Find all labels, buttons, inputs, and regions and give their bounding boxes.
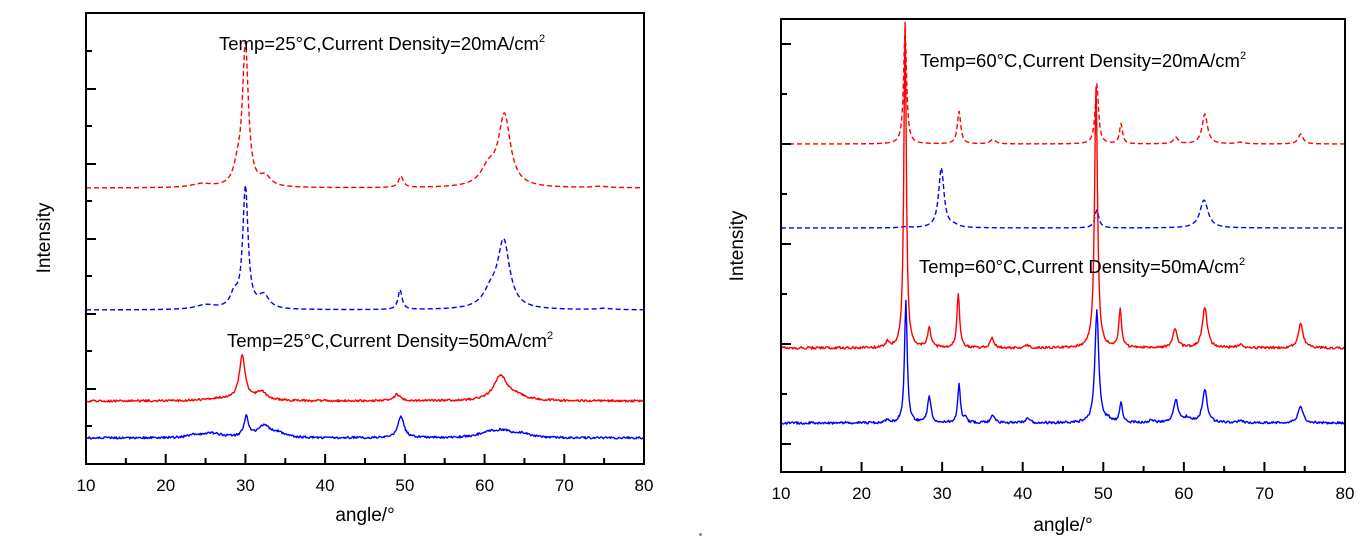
x-tick-label: 20 bbox=[156, 476, 175, 495]
right-plot-frame bbox=[780, 18, 1346, 473]
right-x-ticks: 10 20 30 40 50 60 70 80 bbox=[772, 462, 1355, 503]
solid-series-line bbox=[85, 413, 645, 440]
x-tick-label: 80 bbox=[1336, 484, 1355, 503]
right-series-group bbox=[780, 21, 1346, 425]
x-tick-label: 40 bbox=[1013, 484, 1032, 503]
dashed-series-line bbox=[781, 167, 1345, 229]
left-x-axis-title: angle/° bbox=[335, 505, 394, 526]
right-chart: 10 20 30 40 50 60 70 80 Temp=60°C,Current Densi… bbox=[727, 18, 1355, 536]
right-y-ticks bbox=[781, 43, 791, 445]
left-series-group bbox=[85, 41, 645, 440]
left-annotation-50mA: Temp=25°C,Current Density=50mA/cm2 bbox=[227, 330, 553, 351]
x-tick-label: 60 bbox=[1174, 484, 1193, 503]
x-tick-label: 30 bbox=[236, 476, 255, 495]
left-chart: 10 20 30 40 50 60 70 80 Temp=25°C,Current Densi… bbox=[34, 12, 654, 526]
left-annotation-20mA: Temp=25°C,Current Density=20mA/cm2 bbox=[219, 33, 545, 54]
x-tick-label: 40 bbox=[316, 476, 335, 495]
x-tick-label: 70 bbox=[555, 476, 574, 495]
solid-series-line bbox=[780, 21, 1346, 350]
right-x-axis-title: angle/° bbox=[1033, 515, 1092, 536]
x-tick-label: 80 bbox=[635, 476, 654, 495]
dashed-series-line bbox=[781, 28, 1345, 145]
left-x-ticks: 10 20 30 40 50 60 70 80 bbox=[77, 454, 654, 495]
left-y-ticks bbox=[86, 50, 96, 427]
x-tick-label: 30 bbox=[933, 484, 952, 503]
x-tick-label: 70 bbox=[1255, 484, 1274, 503]
right-annotation-50mA: Temp=60°C,Current Density=50mA/cm2 bbox=[919, 256, 1245, 277]
right-y-axis-title: Intensity bbox=[727, 210, 748, 281]
solid-series-line bbox=[85, 353, 645, 403]
dashed-series-line bbox=[86, 184, 645, 311]
right-annotation-20mA: Temp=60°C,Current Density=20mA/cm2 bbox=[920, 50, 1246, 71]
x-tick-label: 50 bbox=[1094, 484, 1113, 503]
dashed-series-line bbox=[86, 41, 645, 189]
x-tick-label: 10 bbox=[77, 476, 96, 495]
stray-dot bbox=[699, 533, 702, 536]
x-tick-label: 10 bbox=[772, 484, 791, 503]
left-plot-frame bbox=[85, 12, 645, 465]
solid-series-line bbox=[780, 299, 1346, 425]
x-tick-label: 50 bbox=[395, 476, 414, 495]
x-tick-label: 60 bbox=[475, 476, 494, 495]
left-y-axis-title: Intensity bbox=[34, 202, 55, 273]
x-tick-label: 20 bbox=[852, 484, 871, 503]
